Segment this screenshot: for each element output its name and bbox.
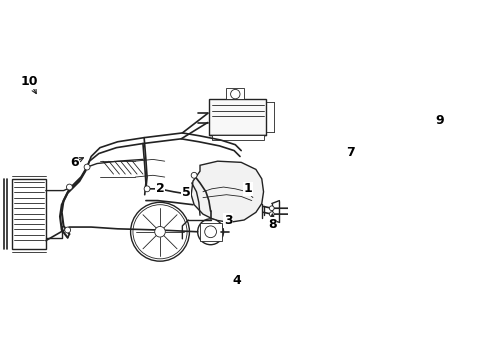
- Text: 9: 9: [436, 114, 444, 127]
- Bar: [12, 179, 46, 249]
- Bar: [212, 135, 264, 140]
- Text: 5: 5: [181, 186, 190, 199]
- Circle shape: [131, 202, 190, 261]
- Text: 6: 6: [70, 156, 78, 169]
- Circle shape: [270, 212, 274, 216]
- Circle shape: [144, 186, 150, 192]
- Text: 3: 3: [224, 214, 233, 227]
- Text: 4: 4: [232, 274, 241, 287]
- Text: 7: 7: [345, 145, 354, 158]
- Bar: [226, 88, 244, 99]
- Text: 8: 8: [268, 218, 277, 231]
- Circle shape: [270, 206, 274, 211]
- Circle shape: [205, 226, 217, 238]
- Circle shape: [155, 226, 165, 237]
- Polygon shape: [191, 161, 264, 222]
- Circle shape: [197, 219, 223, 245]
- Circle shape: [191, 172, 197, 178]
- Circle shape: [65, 227, 71, 233]
- Text: 2: 2: [156, 182, 164, 195]
- Circle shape: [231, 89, 240, 99]
- Circle shape: [67, 184, 73, 190]
- Text: 1: 1: [244, 182, 253, 195]
- Circle shape: [84, 164, 90, 170]
- Bar: [200, 223, 222, 240]
- Text: 10: 10: [21, 75, 38, 88]
- Bar: [209, 99, 267, 135]
